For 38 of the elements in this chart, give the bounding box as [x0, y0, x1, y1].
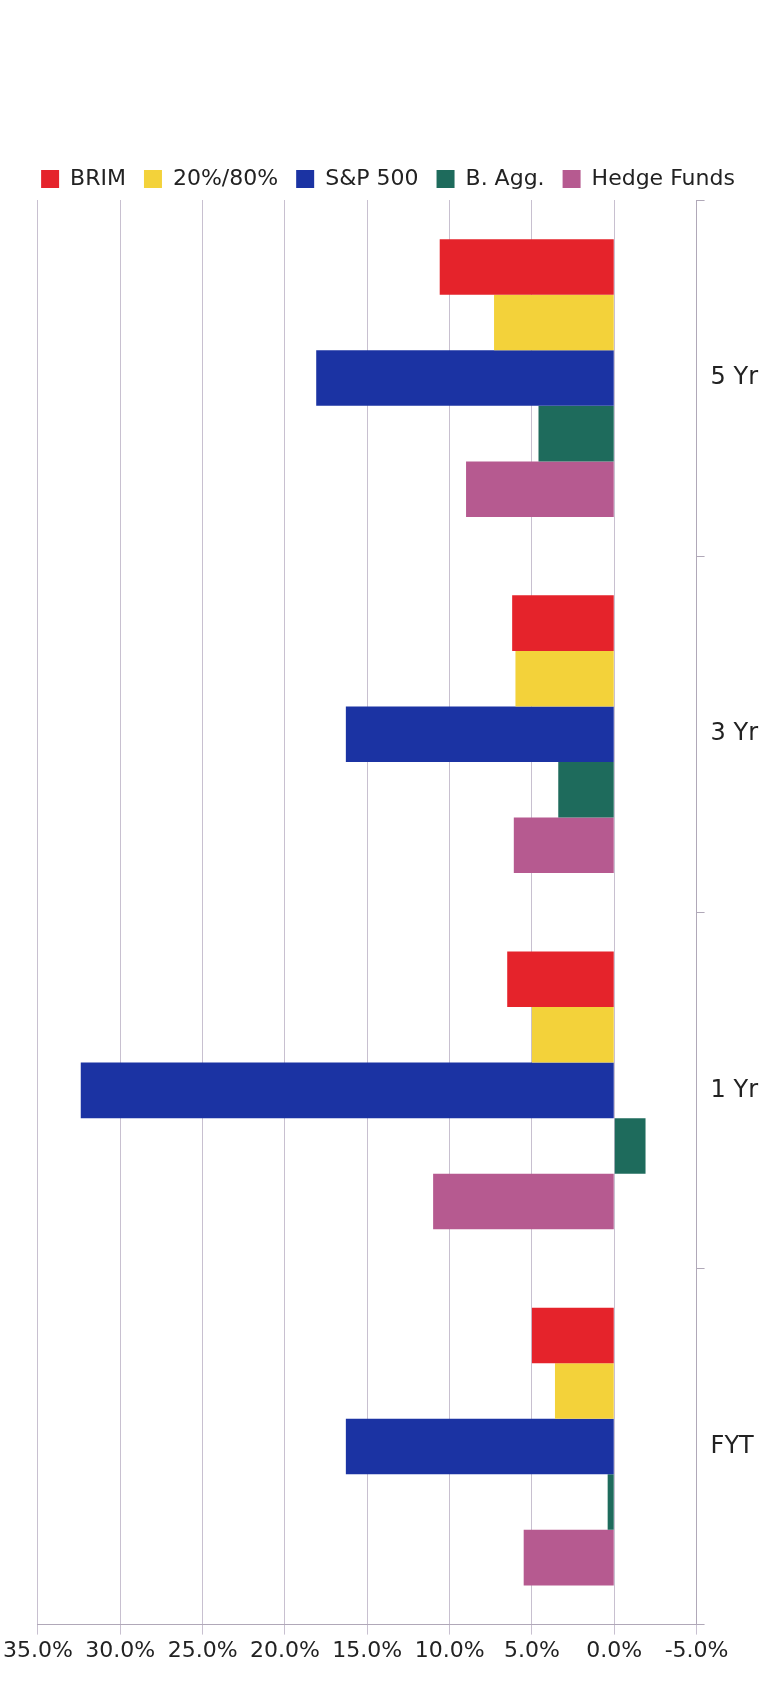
bar: [531, 1007, 614, 1063]
y-tick-label: 3 Yr: [710, 718, 759, 747]
x-tick-label: 25.0%: [167, 1636, 238, 1662]
x-tick-label: 35.0%: [3, 1636, 73, 1662]
bar: [614, 1118, 646, 1174]
bar: [531, 1307, 614, 1364]
bar: [316, 350, 614, 406]
legend-label: B. Agg.: [465, 164, 545, 190]
bar: [439, 239, 614, 295]
y-tick-label: 1 Yr: [710, 1074, 759, 1103]
y-tick-label: 5 Yr: [710, 362, 759, 391]
bar: [515, 650, 614, 707]
bar: [512, 595, 614, 651]
x-tick-label: 20.0%: [249, 1636, 320, 1662]
bar: [345, 706, 614, 763]
bar: [466, 461, 614, 517]
legend-label: S&P 500: [325, 164, 419, 190]
bar: [80, 1062, 614, 1119]
bar: [494, 294, 614, 351]
bar: [507, 951, 614, 1008]
bar: [523, 1529, 614, 1586]
legend-label: Hedge Funds: [591, 164, 735, 190]
bar: [558, 762, 614, 818]
bar: [345, 1418, 614, 1475]
bar: [538, 405, 614, 462]
legend-label: BRIM: [70, 164, 126, 190]
x-tick-label: 0.0%: [586, 1636, 643, 1662]
bar: [554, 1363, 614, 1419]
y-tick-label: FYT: [710, 1430, 755, 1459]
x-tick-label: 15.0%: [332, 1636, 403, 1662]
x-tick-label: 10.0%: [414, 1636, 485, 1662]
legend-label: 20%/80%: [172, 164, 279, 190]
x-tick-label: 30.0%: [85, 1636, 156, 1662]
x-tick-label: -5.0%: [664, 1636, 729, 1662]
bar: [513, 817, 614, 874]
bar: [607, 1474, 614, 1530]
x-tick-label: 5.0%: [503, 1636, 560, 1662]
bar: [433, 1173, 614, 1230]
